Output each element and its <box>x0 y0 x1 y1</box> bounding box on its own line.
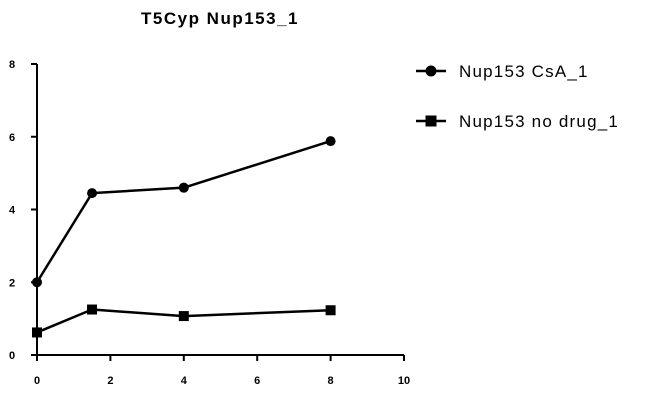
x-tick-label: 6 <box>254 375 260 387</box>
y-tick-label: 4 <box>9 205 16 217</box>
x-tick-label: 0 <box>34 375 40 387</box>
y-tick-label: 2 <box>9 277 15 289</box>
x-tick-label: 2 <box>107 375 113 387</box>
chart-title: T5Cyp Nup153_1 <box>141 9 299 28</box>
x-tick-label: 8 <box>328 375 334 387</box>
y-tick-label: 8 <box>9 59 15 71</box>
data-point-square <box>87 304 98 315</box>
data-point-circle <box>32 277 42 288</box>
plot-area: 0 2 4 6 8 10 0 2 4 6 8 <box>9 59 410 387</box>
x-tick-label: 10 <box>398 375 410 387</box>
legend: Nup153 CsA_1 Nup153 no drug_1 <box>416 62 619 131</box>
data-point-circle <box>325 136 336 147</box>
legend-label: Nup153 CsA_1 <box>459 62 589 81</box>
series-csa <box>32 136 336 288</box>
data-point-square <box>178 311 189 322</box>
series-no-drug <box>32 304 336 338</box>
series-line <box>35 139 331 283</box>
x-tick-label: 4 <box>181 375 188 387</box>
legend-item: Nup153 no drug_1 <box>416 112 619 131</box>
legend-item: Nup153 CsA_1 <box>416 62 589 81</box>
data-point-circle <box>87 188 98 199</box>
legend-marker-square <box>425 115 437 127</box>
series-line <box>36 308 331 334</box>
data-point-circle <box>178 182 189 193</box>
data-point-square <box>32 327 42 338</box>
y-tick-label: 6 <box>9 132 15 144</box>
legend-label: Nup153 no drug_1 <box>459 112 619 131</box>
legend-marker-circle <box>425 65 437 77</box>
data-point-square <box>325 305 336 316</box>
y-tick-label: 0 <box>9 350 15 362</box>
